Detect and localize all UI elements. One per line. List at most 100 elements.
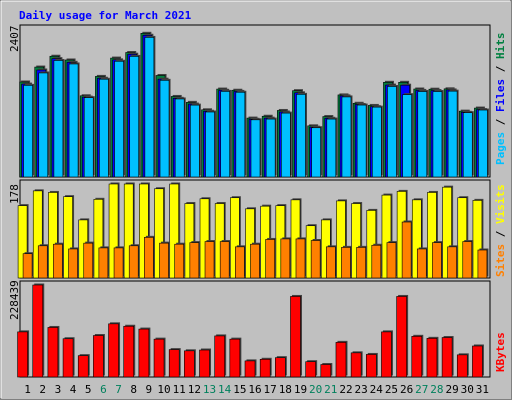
bar-hits-files-pages-pages-7 [114, 60, 124, 178]
bar-kbytes-kbytes-13 [199, 349, 210, 378]
bar-hits-files-pages-pages-17 [265, 118, 276, 178]
x-tick-label-24: 24 [370, 383, 384, 396]
bar-kbytes-kbytes-24 [365, 354, 377, 378]
bar-hits-files-pages-pages-1 [23, 85, 33, 178]
x-tick-label-28: 28 [430, 383, 443, 396]
x-tick-label-30: 30 [461, 383, 474, 396]
bar-visits-sites-sites-29 [447, 246, 457, 279]
bar-kbytes-kbytes-16 [244, 360, 256, 378]
bar-hits-files-pages-pages-6 [99, 78, 109, 178]
legend-visits: Visits [494, 184, 507, 224]
x-tick-label-11: 11 [173, 383, 186, 396]
x-tick-label-6: 6 [100, 383, 107, 396]
bar-visits-sites-visits-22 [336, 200, 346, 279]
bar-visits-sites-visits-3 [48, 192, 58, 279]
bar-hits-files-pages-pages-27 [417, 91, 428, 178]
x-tick-label-9: 9 [146, 383, 153, 396]
bar-visits-sites-sites-11 [174, 243, 184, 279]
bar-visits-sites-sites-9 [144, 237, 154, 279]
bar-kbytes-kbytes-5 [77, 355, 89, 378]
bar-hits-files-pages-pages-5 [83, 97, 94, 178]
bar-visits-sites-sites-15 [235, 246, 245, 279]
bar-kbytes-kbytes-19 [290, 296, 301, 378]
bar-visits-sites-sites-26 [401, 221, 412, 279]
x-tick-label-15: 15 [233, 383, 246, 396]
bar-visits-sites-visits-25 [381, 194, 392, 279]
bar-visits-sites-visits-12 [184, 203, 195, 279]
bar-kbytes-kbytes-30 [456, 354, 468, 378]
x-tick-label-4: 4 [70, 383, 77, 396]
bar-visits-sites-sites-12 [189, 242, 200, 279]
bar-kbytes-kbytes-6 [93, 335, 104, 378]
panel-kbytes-max-label: 228439 [8, 280, 21, 320]
bar-visits-sites-visits-4 [63, 196, 73, 279]
bar-visits-sites-visits-2 [32, 190, 43, 279]
legend-sep-3: / [494, 224, 507, 244]
bar-hits-files-pages-pages-10 [159, 80, 170, 178]
bar-visits-sites-visits-10 [154, 188, 164, 279]
bar-visits-sites-sites-1 [22, 253, 33, 279]
bar-hits-files-pages-pages-3 [53, 60, 64, 178]
bar-kbytes-kbytes-11 [168, 349, 180, 378]
bar-kbytes-kbytes-22 [335, 342, 347, 378]
bar-visits-sites-visits-7 [108, 183, 119, 279]
bar-kbytes-kbytes-18 [275, 357, 286, 378]
bar-visits-sites-sites-19 [295, 238, 306, 279]
bar-visits-sites-sites-27 [416, 248, 427, 279]
bar-kbytes-kbytes-15 [229, 338, 241, 378]
bar-kbytes-kbytes-21 [320, 364, 332, 378]
bar-visits-sites-sites-13 [204, 241, 215, 279]
bar-kbytes-kbytes-9 [138, 328, 150, 378]
bar-hits-files-pages-pages-15 [235, 91, 246, 178]
bar-hits-files-pages-pages-9 [144, 37, 155, 178]
x-tick-label-12: 12 [188, 383, 201, 396]
legend-pages: Pages [494, 132, 507, 165]
bar-hits-files-pages-pages-12 [190, 104, 200, 178]
bar-kbytes-kbytes-17 [259, 358, 271, 378]
panel-hits-max-label: 2407 [8, 26, 21, 53]
legend-hits: Hits [494, 33, 507, 60]
x-tick-label-23: 23 [355, 383, 368, 396]
bar-hits-files-pages-pages-20 [311, 127, 321, 178]
bar-visits-sites-sites-14 [219, 241, 230, 279]
bar-hits-files-pages-pages-24 [371, 106, 382, 178]
bar-kbytes-kbytes-25 [381, 331, 392, 378]
chart-title: Daily usage for March 2021 [19, 9, 192, 22]
bar-visits-sites-visits-13 [199, 198, 210, 279]
bar-hits-files-pages-pages-26 [402, 94, 412, 178]
bar-hits-files-pages-pages-23 [356, 104, 367, 178]
bar-visits-sites-visits-29 [442, 186, 452, 279]
bar-visits-sites-sites-20 [310, 240, 321, 279]
x-tick-label-5: 5 [85, 383, 92, 396]
bar-kbytes-kbytes-26 [396, 296, 407, 378]
bar-kbytes-kbytes-23 [350, 352, 362, 378]
panel-hits-legend: Pages / Files / Hits [494, 33, 507, 166]
bar-visits-sites-sites-25 [386, 242, 397, 279]
bar-hits-files-pages-pages-25 [387, 86, 397, 178]
x-tick-label-20: 20 [309, 383, 322, 396]
bar-kbytes-kbytes-14 [214, 335, 225, 378]
bar-visits-sites-sites-21 [326, 246, 336, 279]
x-tick-label-1: 1 [24, 383, 31, 396]
bar-kbytes-kbytes-1 [17, 331, 28, 378]
bar-hits-files-pages-pages-31 [478, 109, 488, 178]
x-tick-label-18: 18 [279, 383, 292, 396]
x-tick-label-25: 25 [385, 383, 398, 396]
bar-visits-sites-sites-3 [53, 243, 63, 279]
bar-kbytes-kbytes-2 [32, 284, 44, 378]
x-tick-label-8: 8 [130, 383, 137, 396]
bar-kbytes-kbytes-4 [62, 338, 74, 378]
bar-layer [17, 31, 489, 378]
bar-visits-sites-sites-8 [128, 245, 139, 279]
x-tick-label-19: 19 [294, 383, 307, 396]
bar-hits-files-pages-pages-28 [432, 91, 443, 178]
x-tick-label-13: 13 [203, 383, 216, 396]
bar-visits-sites-sites-7 [113, 247, 124, 279]
panel-visits-legend: Sites / Visits [494, 184, 507, 277]
bar-visits-sites-sites-22 [341, 247, 351, 279]
bar-hits-files-pages-pages-16 [250, 119, 261, 178]
bar-hits-files-pages-pages-29 [447, 90, 458, 178]
bar-visits-sites-sites-31 [477, 249, 488, 279]
bar-kbytes-kbytes-7 [108, 323, 119, 378]
bar-kbytes-kbytes-10 [153, 338, 165, 378]
